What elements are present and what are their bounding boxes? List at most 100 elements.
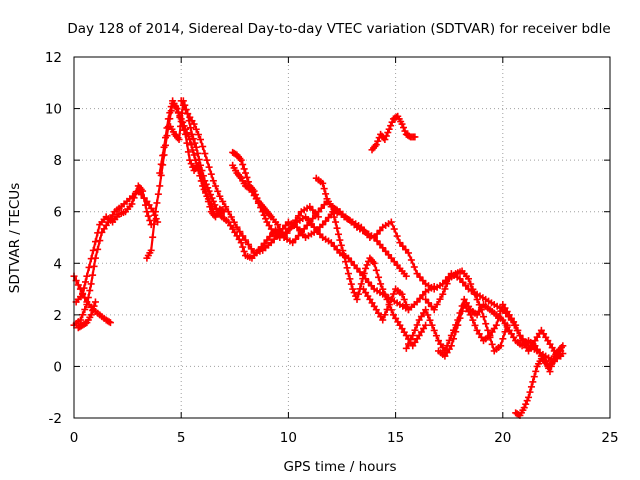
- data-point: [330, 213, 338, 221]
- data-point: [309, 215, 317, 223]
- data-point: [191, 139, 199, 147]
- data-point: [497, 307, 505, 315]
- data-point: [505, 326, 513, 334]
- data-point: [379, 316, 387, 324]
- data-point: [402, 272, 410, 280]
- data-point: [529, 378, 537, 386]
- data-point: [239, 243, 247, 251]
- y-tick-label: 6: [53, 205, 62, 221]
- data-point: [415, 316, 423, 324]
- data-point: [346, 275, 354, 283]
- data-point: [547, 362, 555, 370]
- data-point: [242, 169, 250, 177]
- data-point: [520, 340, 528, 348]
- data-point: [522, 400, 530, 408]
- data-point: [156, 169, 164, 177]
- data-point: [501, 328, 509, 336]
- data-point: [464, 275, 472, 283]
- axis-ticks: 0 5 10 15 20 25 -2 0 2 4 6 8 10 12: [45, 50, 619, 446]
- series-trace-16: [434, 301, 565, 360]
- data-point: [404, 306, 412, 314]
- data-point: [525, 347, 533, 355]
- data-point: [428, 321, 436, 329]
- data-point: [430, 326, 438, 334]
- data-point: [322, 190, 330, 198]
- data-point: [192, 125, 200, 133]
- data-point: [445, 336, 453, 344]
- series-line: [75, 184, 153, 303]
- data-point: [267, 239, 275, 247]
- data-point: [433, 300, 441, 308]
- x-tick-label: 25: [601, 430, 618, 446]
- data-point: [292, 235, 300, 243]
- data-point: [317, 204, 325, 212]
- data-point: [339, 247, 347, 255]
- data-point: [230, 218, 238, 226]
- data-point: [340, 252, 348, 260]
- data-point: [336, 236, 344, 244]
- data-point: [381, 290, 389, 298]
- data-point: [492, 321, 500, 329]
- data-point: [184, 110, 192, 118]
- data-point: [488, 328, 496, 336]
- data-point: [239, 232, 247, 240]
- y-tick-label: -2: [49, 411, 62, 427]
- data-point: [432, 332, 440, 340]
- data-point: [91, 238, 99, 246]
- data-point: [484, 326, 492, 334]
- data-point: [278, 229, 286, 237]
- series-trace-13: [359, 285, 412, 324]
- data-point: [266, 233, 274, 241]
- data-point: [194, 131, 202, 139]
- data-point: [512, 321, 520, 329]
- data-point: [204, 184, 212, 192]
- y-tick-label: 4: [53, 256, 62, 272]
- data-point: [329, 208, 337, 216]
- data-point: [425, 299, 433, 307]
- data-point: [559, 342, 567, 350]
- data-point: [402, 331, 410, 339]
- x-tick-label: 10: [280, 430, 297, 446]
- data-point: [265, 222, 273, 230]
- data-point: [482, 320, 490, 328]
- data-point: [480, 313, 488, 321]
- data-point: [314, 208, 322, 216]
- data-point: [209, 177, 217, 185]
- data-point: [237, 239, 245, 247]
- data-point: [243, 173, 251, 181]
- data-point: [387, 254, 395, 262]
- y-tick-label: 8: [53, 153, 62, 169]
- data-point: [357, 280, 365, 288]
- data-point: [368, 299, 376, 307]
- data-point: [426, 316, 434, 324]
- data-point: [177, 97, 185, 105]
- data-point: [360, 269, 368, 277]
- data-point: [196, 161, 204, 169]
- data-point: [309, 206, 317, 214]
- data-point: [87, 280, 95, 288]
- data-point: [208, 194, 216, 202]
- data-point: [415, 331, 423, 339]
- data-point: [467, 311, 475, 319]
- data-point: [81, 305, 89, 313]
- data-point: [393, 232, 401, 240]
- data-point: [105, 318, 113, 326]
- series-trace-17: [368, 112, 419, 154]
- data-point: [87, 311, 95, 319]
- data-point: [86, 287, 94, 295]
- data-point: [295, 212, 303, 220]
- data-point: [540, 330, 548, 338]
- data-point: [263, 236, 271, 244]
- y-tick-label: 0: [53, 359, 62, 375]
- data-point: [459, 278, 467, 286]
- data-point: [156, 182, 164, 190]
- data-point: [297, 228, 305, 236]
- data-point: [333, 224, 341, 232]
- data-point: [370, 259, 378, 267]
- data-point: [79, 311, 87, 319]
- data-point: [443, 349, 451, 357]
- data-point: [379, 244, 387, 252]
- data-point: [399, 124, 407, 132]
- data-point: [162, 134, 170, 142]
